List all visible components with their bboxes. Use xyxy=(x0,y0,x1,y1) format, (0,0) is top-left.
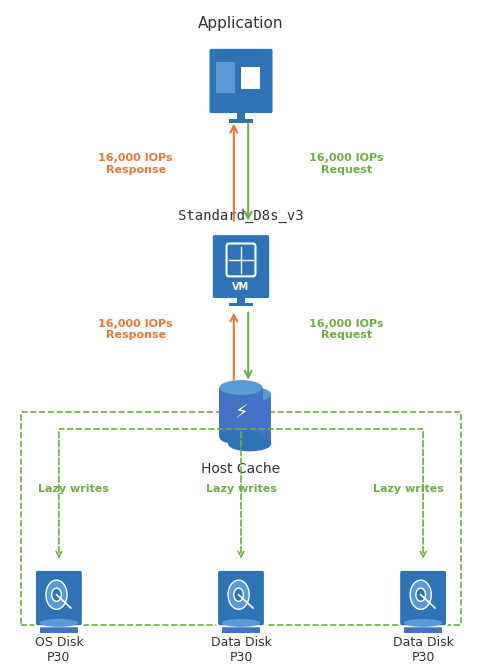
Bar xyxy=(229,119,253,123)
FancyBboxPatch shape xyxy=(227,243,255,276)
Text: 16,000 IOPs
Response: 16,000 IOPs Response xyxy=(98,153,173,175)
Bar xyxy=(404,623,442,633)
Ellipse shape xyxy=(219,380,263,395)
Text: Lazy writes: Lazy writes xyxy=(38,484,109,494)
Bar xyxy=(241,67,260,73)
Circle shape xyxy=(410,580,431,610)
Circle shape xyxy=(416,588,426,601)
Bar xyxy=(219,388,263,437)
Bar xyxy=(222,623,260,633)
FancyBboxPatch shape xyxy=(217,570,265,626)
Bar xyxy=(241,83,260,89)
Text: Lazy writes: Lazy writes xyxy=(205,484,277,494)
Ellipse shape xyxy=(404,619,442,627)
FancyBboxPatch shape xyxy=(399,570,447,626)
Text: Data Disk
P30: Data Disk P30 xyxy=(393,636,454,665)
Text: 16,000 IOPs
Request: 16,000 IOPs Request xyxy=(309,319,384,340)
Text: 16,000 IOPs
Response: 16,000 IOPs Response xyxy=(98,319,173,340)
Bar xyxy=(237,111,245,121)
Ellipse shape xyxy=(228,386,271,402)
Circle shape xyxy=(228,580,249,610)
Bar xyxy=(241,78,260,84)
FancyBboxPatch shape xyxy=(208,48,274,114)
Text: Data Disk
P30: Data Disk P30 xyxy=(211,636,271,665)
Text: 16,000 IOPs
Request: 16,000 IOPs Request xyxy=(309,153,384,175)
Ellipse shape xyxy=(222,619,260,627)
FancyBboxPatch shape xyxy=(35,570,83,626)
Bar xyxy=(237,296,245,304)
FancyBboxPatch shape xyxy=(212,234,270,299)
Circle shape xyxy=(46,580,67,610)
Text: Lazy writes: Lazy writes xyxy=(373,484,444,494)
Bar xyxy=(40,623,78,633)
Text: Standard_D8s_v3: Standard_D8s_v3 xyxy=(178,210,304,224)
Text: VM: VM xyxy=(232,282,250,292)
Text: ⚡: ⚡ xyxy=(234,403,248,422)
Ellipse shape xyxy=(40,619,78,627)
Circle shape xyxy=(234,588,243,601)
Text: OS Disk
P30: OS Disk P30 xyxy=(35,636,83,665)
Bar xyxy=(228,394,271,444)
Text: Application: Application xyxy=(198,16,284,31)
Text: Host Cache: Host Cache xyxy=(201,462,281,476)
Bar xyxy=(229,303,253,306)
Circle shape xyxy=(52,588,61,601)
FancyBboxPatch shape xyxy=(215,62,235,93)
Ellipse shape xyxy=(219,430,263,445)
Ellipse shape xyxy=(228,436,271,452)
Bar xyxy=(241,72,260,78)
